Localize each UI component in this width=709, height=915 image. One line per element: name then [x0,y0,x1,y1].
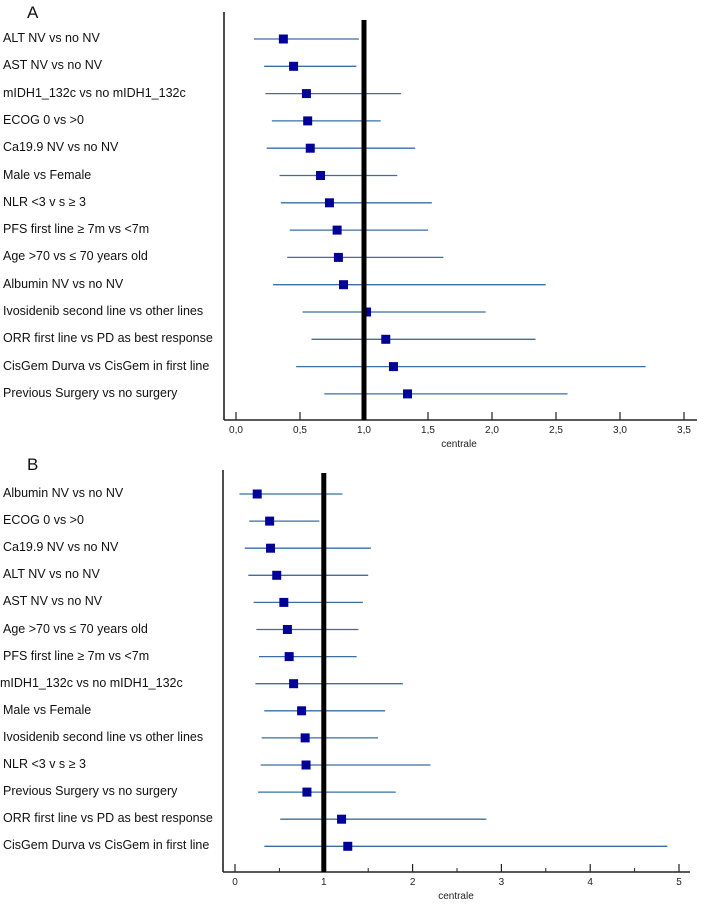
point-estimate-marker [289,61,299,71]
x-tick-label: 1,0 [357,425,371,436]
point-estimate-marker [403,389,413,399]
point-estimate-marker [315,171,325,180]
x-tick-label: 0,5 [293,425,307,436]
x-tick-label: 5 [676,877,682,888]
row-label: CisGem Durva vs CisGem in first line [3,358,210,373]
x-tick-label: 3,5 [677,425,691,436]
row-label: CisGem Durva vs CisGem in first line [3,838,210,853]
row-label: Previous Surgery vs no surgery [3,784,178,799]
point-estimate-marker [278,34,288,44]
row-label: PFS first line ≥ 7m vs <7m [3,648,150,663]
row-label: ORR first line vs PD as best response [3,331,213,346]
point-estimate-marker [343,841,353,851]
panel-label-b: B [27,455,39,474]
x-axis-title: centrale [438,891,474,902]
point-estimate-marker [332,225,342,235]
point-estimate-marker [282,625,292,634]
point-estimate-marker [289,679,299,689]
row-label: Albumin NV vs no NV [3,276,124,291]
point-estimate-marker [302,787,312,797]
point-estimate-marker [297,706,307,716]
row-label: Albumin NV vs no NV [3,486,124,500]
row-label: AST NV vs no NV [3,58,103,73]
point-estimate-marker [388,362,398,372]
point-estimate-marker [339,280,349,290]
x-tick-label: 3 [499,877,505,888]
point-estimate-marker [337,814,347,824]
x-tick-label: 0,0 [229,425,243,436]
row-label: mIDH1_132c vs no mIDH1_132c [0,675,183,690]
row-label: ECOG 0 vs >0 [3,513,84,528]
x-tick-label: 2,5 [549,425,563,436]
point-estimate-marker [252,489,262,499]
row-label: ORR first line vs PD as best response [3,811,213,826]
point-estimate-marker [303,116,313,126]
point-estimate-marker [305,143,315,153]
x-tick-label: 1 [321,877,327,888]
x-tick-label: 4 [587,877,593,888]
x-tick-label: 2 [410,877,416,888]
point-estimate-marker [284,652,294,662]
row-label: Previous Surgery vs no surgery [3,385,178,400]
point-estimate-marker [362,307,372,317]
row-label: Ca19.9 NV vs no NV [3,540,119,555]
x-tick-label: 3,0 [613,425,627,436]
row-label: Ca19.9 NV vs no NV [3,140,119,155]
point-estimate-marker [381,334,391,344]
point-estimate-marker [333,252,343,262]
row-label: NLR <3 v s ≥ 3 [3,194,86,209]
point-estimate-marker [301,89,311,99]
x-tick-label: 1,5 [421,425,435,436]
point-estimate-marker [266,543,276,553]
point-estimate-marker [300,733,310,743]
row-label: Age >70 vs ≤ 70 years old [3,621,148,636]
x-tick-label: 0 [232,877,238,888]
row-label: Age >70 vs ≤ 70 years old [3,249,148,264]
point-estimate-marker [272,570,282,580]
row-label: ECOG 0 vs >0 [3,112,84,127]
row-label: Ivosidenib second line vs other lines [3,304,204,318]
row-label: AST NV vs no NV [3,594,103,609]
row-label: Male vs Female [3,702,92,717]
x-axis-title: centrale [441,439,477,450]
row-label: ALT NV vs no NV [3,567,100,582]
panel-label-a: A [27,3,39,22]
row-label: mIDH1_132c vs no mIDH1_132c [3,85,186,100]
point-estimate-marker [265,516,275,526]
point-estimate-marker [324,198,334,208]
row-label: NLR <3 v s ≥ 3 [3,757,86,771]
row-label: ALT NV vs no NV [3,31,100,45]
row-label: Male vs Female [3,167,92,182]
point-estimate-marker [279,597,289,607]
point-estimate-marker [301,760,311,770]
row-label: PFS first line ≥ 7m vs <7m [3,222,150,237]
row-label: Ivosidenib second line vs other lines [3,729,204,744]
x-tick-label: 2,0 [485,425,499,436]
